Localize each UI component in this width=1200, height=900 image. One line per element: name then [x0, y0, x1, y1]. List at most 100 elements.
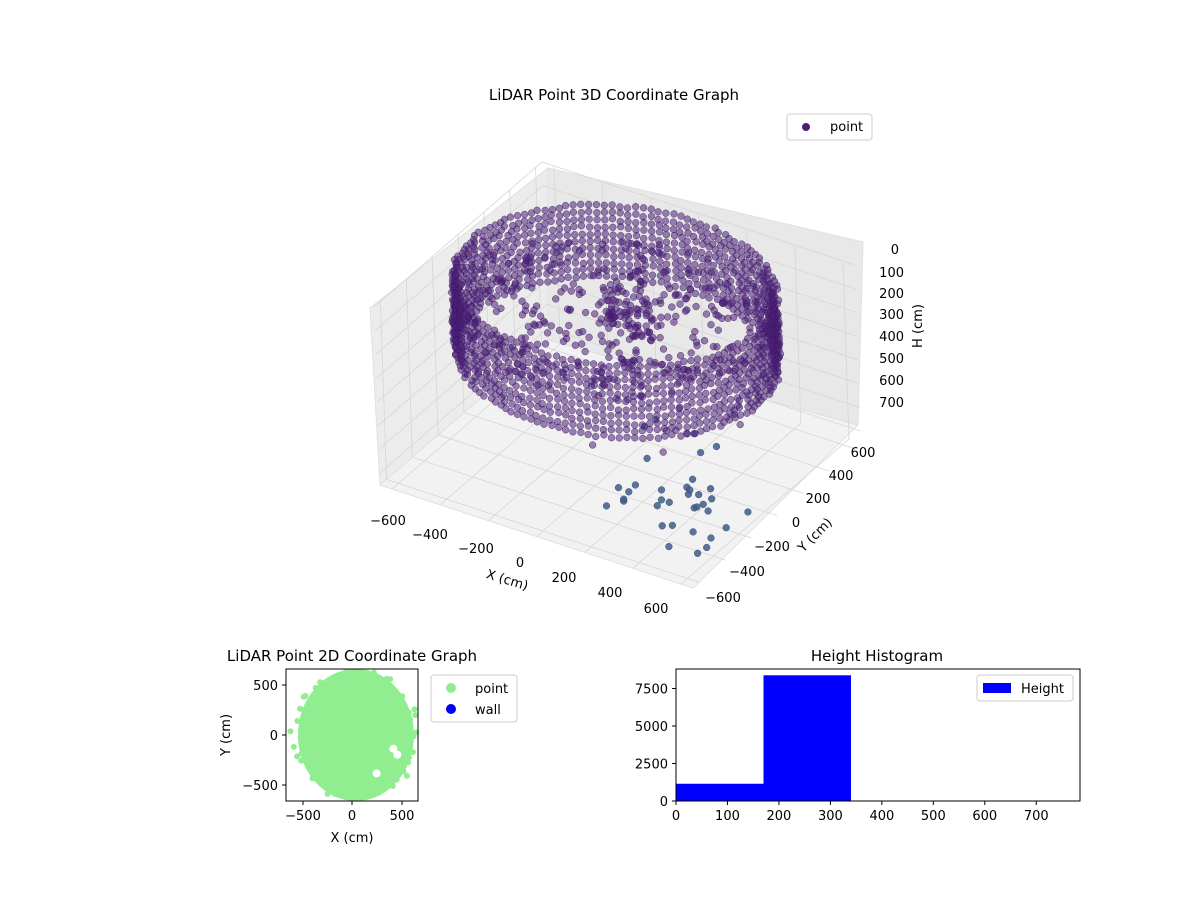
data-point: [748, 265, 757, 274]
data-point: [491, 300, 499, 309]
data-point: [624, 224, 633, 233]
data-point: [608, 208, 616, 216]
data-point: [710, 306, 718, 315]
data-point: [704, 507, 712, 515]
data-point: [667, 361, 675, 369]
data-point: [534, 249, 542, 257]
data-point: [683, 237, 691, 245]
data-point: [707, 321, 715, 329]
data-point: [582, 359, 590, 367]
data-point: [605, 362, 613, 371]
data-point: [743, 302, 752, 310]
chart-3d-y-ticks: −600 −400 −200 0 200 400 600: [705, 446, 875, 606]
data-point: [624, 232, 633, 241]
data-point: [658, 360, 666, 369]
data-point: [700, 337, 709, 345]
data-point: [555, 326, 564, 335]
data-point: [568, 392, 576, 400]
data-point: [587, 264, 595, 273]
data-point: [653, 384, 661, 393]
data-point: [604, 311, 613, 320]
data-point: [736, 421, 744, 429]
data-point: [622, 289, 630, 298]
data-point: [752, 283, 761, 291]
data-point: [608, 215, 617, 223]
data-point: [518, 392, 526, 401]
data-point: [694, 268, 703, 277]
data-point: [614, 484, 623, 492]
data-point: [575, 364, 583, 372]
chart-histogram: Height Histogram 0 100 200 300 400 500 600 700 …: [635, 647, 1081, 824]
data-point: [621, 300, 630, 309]
data-point: [675, 389, 683, 397]
data-point: [577, 428, 585, 437]
x-tick-label: 700: [1024, 809, 1049, 824]
chart-3d-points: [448, 200, 785, 557]
data-point: [585, 333, 593, 341]
data-point: [561, 397, 569, 406]
data-point: [649, 262, 657, 270]
data-point: [750, 346, 759, 355]
data-point: [559, 369, 568, 377]
data-point: [676, 403, 684, 412]
data-point: [682, 409, 691, 417]
data-point: [665, 284, 674, 293]
data-point: [676, 352, 685, 360]
data-point: [309, 775, 316, 782]
data-point: [702, 369, 710, 377]
data-point: [479, 320, 487, 328]
data-point: [723, 413, 731, 421]
data-point: [484, 367, 492, 375]
data-point: [630, 392, 638, 401]
data-point: [667, 382, 675, 390]
data-point: [520, 399, 528, 407]
data-point: [681, 366, 689, 374]
data-point: [644, 376, 652, 385]
data-point: [601, 230, 609, 238]
data-point: [648, 234, 656, 242]
data-point: [597, 298, 605, 306]
data-point: [622, 245, 630, 253]
data-point: [583, 417, 592, 425]
data-point: [501, 347, 509, 355]
data-point: [647, 247, 656, 255]
chart-3d-z-axis-label: H (cm): [911, 304, 926, 348]
data-point: [548, 233, 557, 241]
legend-frame: [786, 113, 873, 141]
data-point: [518, 311, 527, 319]
data-point: [583, 403, 591, 411]
data-point: [635, 356, 644, 364]
data-point: [704, 255, 712, 263]
data-point: [555, 231, 563, 239]
data-point: [677, 264, 685, 272]
data-point: [673, 373, 681, 381]
data-point: [592, 201, 601, 209]
data-point: [513, 212, 522, 220]
data-point: [481, 226, 489, 234]
data-point: [654, 215, 662, 224]
data-point: [520, 376, 528, 385]
data-point: [463, 370, 472, 379]
legend-marker-point: [446, 683, 456, 693]
data-point: [656, 258, 664, 266]
y-tick-label: 0: [792, 516, 800, 531]
data-point: [575, 247, 584, 255]
data-point: [737, 305, 746, 313]
data-point: [601, 216, 609, 224]
data-point: [411, 706, 418, 713]
data-point: [625, 316, 633, 324]
data-point: [714, 364, 722, 373]
chart-2d-x-axis-label: X (cm): [331, 831, 374, 846]
data-point: [582, 367, 590, 375]
data-point: [544, 352, 552, 360]
data-point: [353, 791, 360, 798]
data-point: [693, 549, 702, 557]
data-point: [471, 349, 479, 357]
data-point: [738, 240, 746, 248]
data-point: [668, 431, 676, 439]
data-point: [675, 221, 684, 229]
data-point: [640, 226, 648, 234]
data-point: [647, 220, 656, 228]
data-point: [614, 390, 622, 399]
data-point: [547, 217, 555, 225]
